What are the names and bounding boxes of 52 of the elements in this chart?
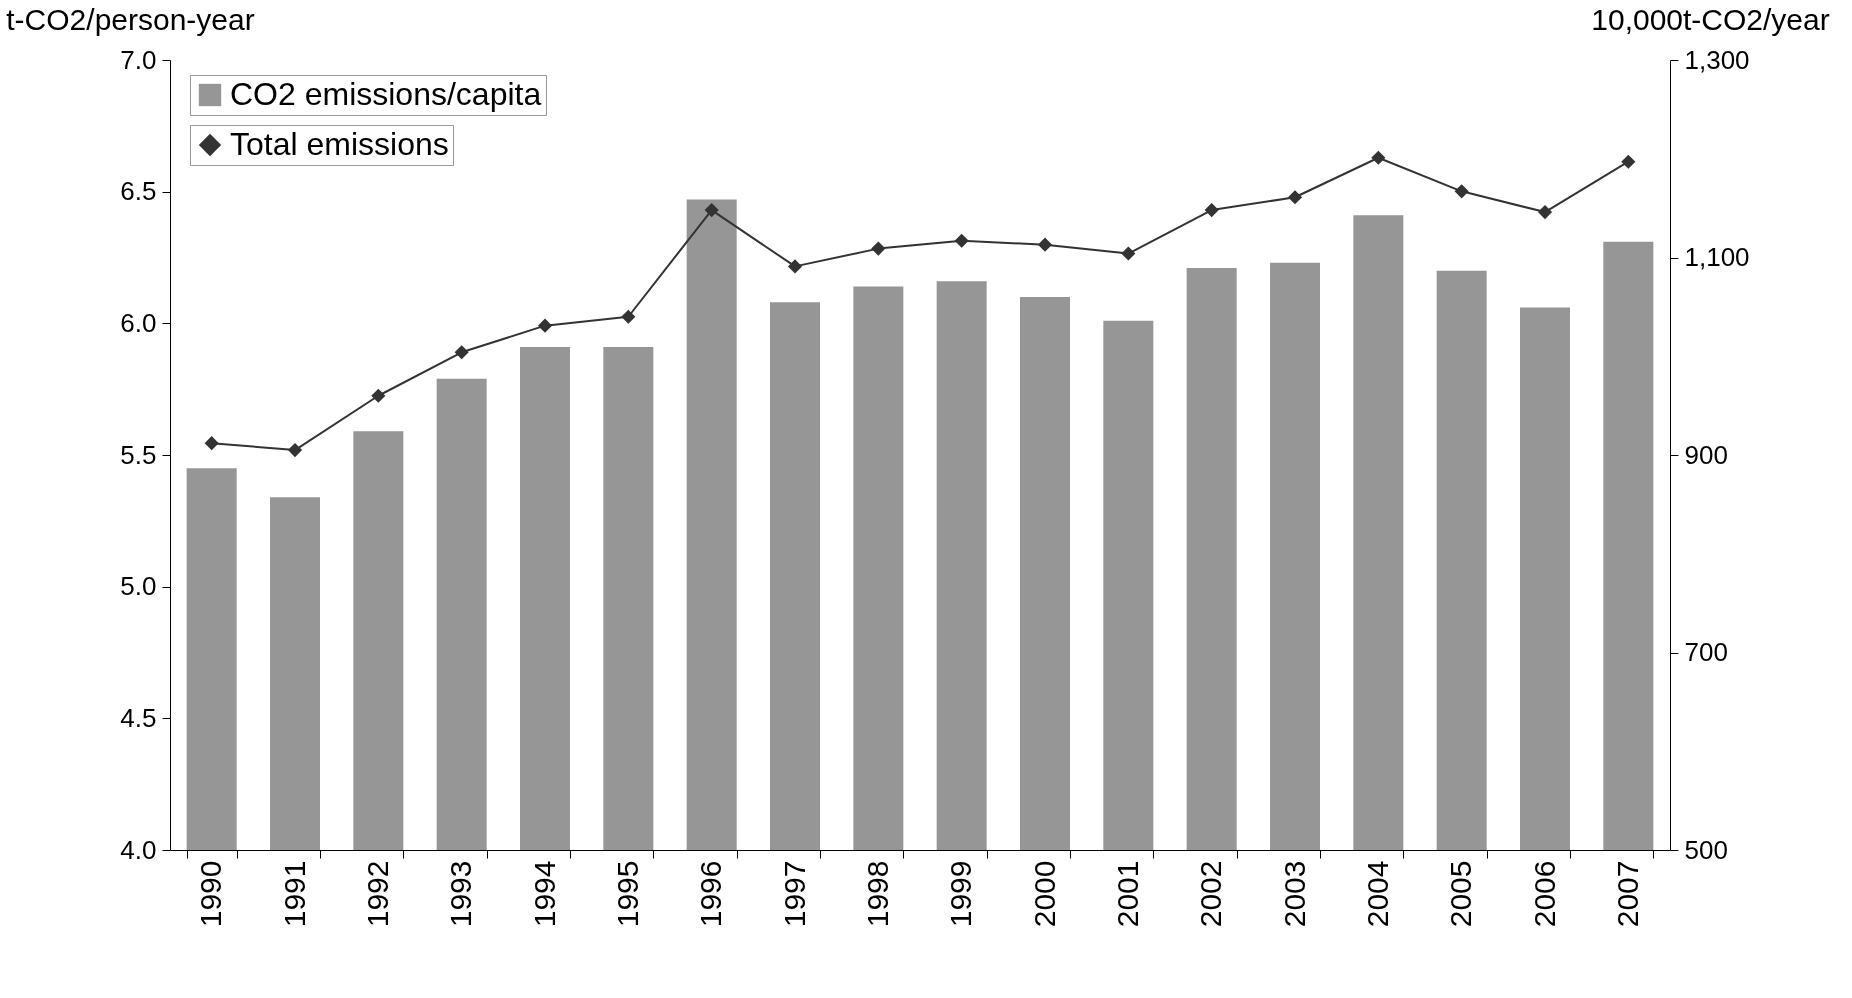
point [871, 241, 886, 256]
x-tick-label: 1999 [944, 860, 978, 928]
y2-axis-title: 10,000t-CO2/year [1591, 2, 1830, 36]
point [621, 309, 636, 324]
x-tick-label: 1994 [527, 860, 561, 928]
x-tick-label: 2003 [1277, 860, 1311, 928]
x-tick-label: 1993 [444, 860, 478, 928]
y2-tick-label: 1,300 [1684, 44, 1750, 75]
x-tick-label: 1998 [860, 860, 894, 928]
y2-tick-label: 900 [1684, 439, 1728, 470]
point [1621, 154, 1636, 169]
y-tick-label: 7.0 [120, 44, 157, 75]
x-tick-label: 1997 [777, 860, 811, 928]
point [1287, 190, 1303, 205]
y-tick-label: 5.5 [120, 439, 157, 470]
y2-tick-label: 500 [1684, 834, 1728, 865]
point [954, 233, 969, 248]
y-tick-label: 4.5 [120, 702, 157, 733]
x-tick-label: 1990 [194, 860, 228, 928]
y-tick-label: 6.0 [120, 307, 157, 338]
point [1121, 246, 1136, 261]
point [371, 388, 386, 403]
y2-tick-label: 700 [1684, 637, 1728, 667]
point [537, 318, 553, 333]
legend-label: Total emissions [230, 126, 449, 162]
point [1454, 184, 1469, 199]
x-tick-label: 1996 [694, 860, 728, 928]
x-tick-label: 1991 [277, 860, 311, 928]
point [454, 345, 469, 360]
point [787, 259, 803, 274]
point [1204, 203, 1219, 218]
legend-label: CO2 emissions/capita [230, 76, 542, 112]
x-tick-label: 2000 [1027, 860, 1061, 928]
x-tick-label: 2002 [1194, 860, 1228, 928]
point [287, 442, 303, 458]
point [204, 436, 219, 451]
y-tick-label: 4.0 [120, 834, 157, 865]
y-tick-label: 5.0 [120, 571, 157, 602]
x-tick-label: 2005 [1444, 860, 1478, 928]
point [1371, 150, 1386, 165]
x-tick-label: 2004 [1360, 860, 1394, 928]
x-tick-label: 2001 [1110, 860, 1144, 928]
x-tick-label: 2006 [1527, 860, 1561, 928]
x-tick-label: 1992 [360, 860, 394, 928]
point [704, 203, 719, 218]
point [1537, 205, 1553, 220]
y2-tick-label: 1,100 [1684, 242, 1750, 272]
y-axis-title: t-CO2/person-year [6, 2, 255, 36]
x-tick-label: 2007 [1610, 860, 1644, 928]
x-tick-label: 1995 [610, 860, 644, 928]
y-tick-label: 6.5 [120, 176, 157, 207]
point [1037, 237, 1053, 252]
